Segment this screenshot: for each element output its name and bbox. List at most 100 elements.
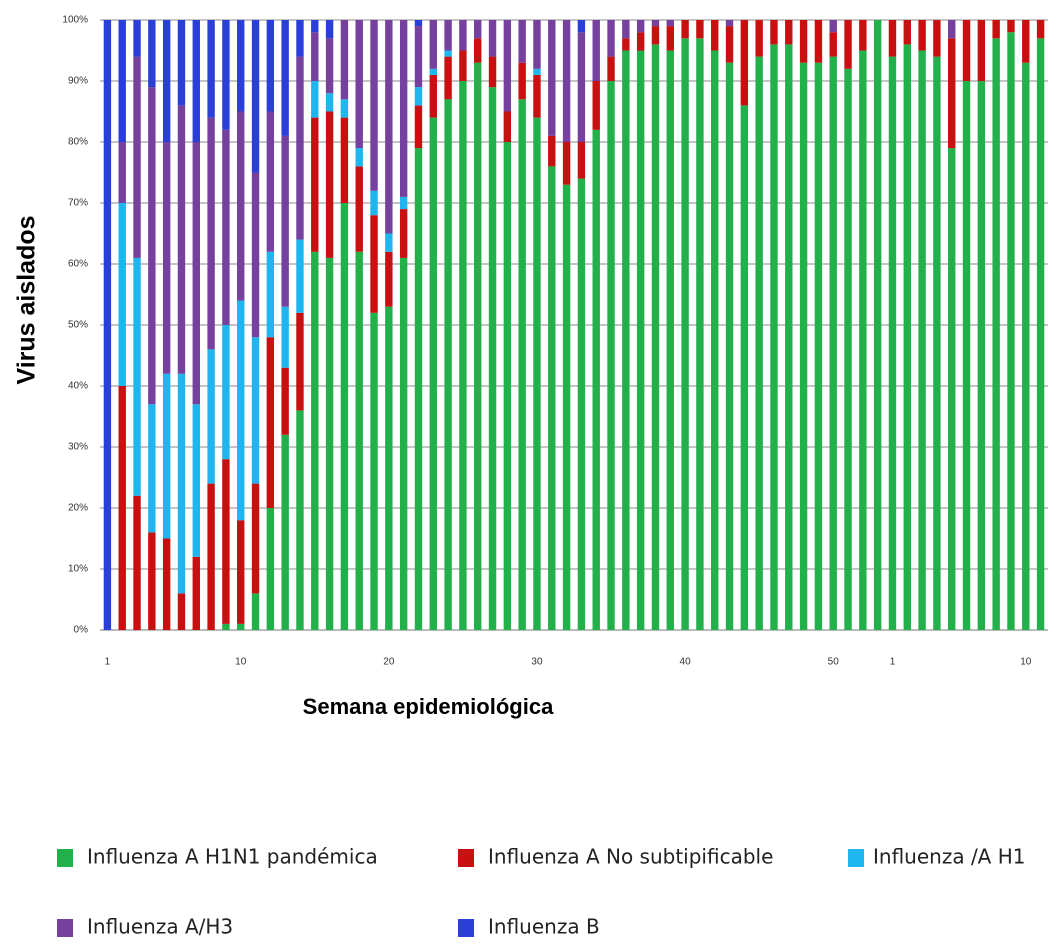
- bar-segment: [281, 306, 289, 368]
- bar-segment: [948, 38, 956, 149]
- bar-segment: [933, 56, 941, 631]
- bar-segment: [444, 50, 452, 57]
- bar-segment: [711, 20, 719, 51]
- bar-segment: [592, 81, 600, 130]
- bar-segment: [429, 117, 437, 631]
- bar-segment: [488, 56, 497, 88]
- bar-segment: [918, 50, 926, 630]
- bar-segment: [607, 56, 615, 81]
- bar-segment: [666, 26, 674, 51]
- bar-segment: [385, 233, 393, 252]
- y-tick-label: 70%: [68, 198, 88, 209]
- bar-segment: [311, 251, 319, 631]
- bar-segment: [814, 62, 823, 630]
- legend-label: Influenza A/H3: [87, 915, 233, 939]
- bar-segment: [903, 20, 911, 45]
- bar-segment: [340, 117, 349, 203]
- y-tick-label: 40%: [68, 381, 88, 392]
- bar-segment: [251, 337, 260, 484]
- bar-segment: [296, 20, 304, 57]
- bar-segment: [933, 20, 941, 57]
- legend-swatch: [458, 919, 474, 937]
- bar-segment: [459, 50, 467, 81]
- bar-segment: [148, 404, 156, 533]
- bar-segment: [296, 239, 304, 313]
- bar-segment: [355, 166, 363, 252]
- bar-segment: [829, 56, 837, 631]
- bar-segment: [488, 87, 497, 631]
- bar-segment: [237, 520, 245, 624]
- bar-segment: [414, 20, 423, 27]
- bar-segment: [207, 349, 215, 484]
- bar-segment: [192, 20, 200, 142]
- bar-segment: [281, 135, 289, 307]
- bar-segment: [548, 20, 556, 136]
- bar-segment: [696, 38, 704, 631]
- bar-segment: [859, 50, 867, 630]
- bar-segment: [533, 68, 541, 75]
- bar-segment: [340, 99, 349, 118]
- bar-segment: [562, 20, 571, 142]
- bar-segment: [666, 50, 674, 630]
- bar-segment: [548, 166, 556, 630]
- bar-segment: [133, 495, 141, 630]
- bar-segment: [1022, 20, 1030, 63]
- bar-segment: [459, 81, 467, 630]
- bar-segment: [177, 20, 186, 106]
- bar-segment: [222, 129, 230, 325]
- bar-segment: [133, 257, 141, 496]
- bar-segment: [592, 20, 600, 81]
- x-tick-label: 10: [1020, 657, 1032, 668]
- bar-segment: [251, 20, 260, 173]
- x-tick-label: 20: [383, 657, 395, 668]
- bar-segment: [237, 20, 245, 112]
- bar-segment: [325, 38, 334, 94]
- bar-segment: [636, 50, 645, 630]
- bar-segment: [192, 142, 200, 405]
- bar-segment: [370, 312, 378, 630]
- bar-segment: [785, 20, 793, 45]
- bar-segment: [622, 20, 630, 39]
- bar-segment: [1007, 20, 1015, 33]
- bar-segment: [340, 203, 349, 630]
- bar-segment: [622, 50, 630, 630]
- legend-swatch: [57, 919, 73, 937]
- bar-segment: [725, 62, 734, 630]
- bar-segment: [533, 117, 541, 631]
- bar-segment: [474, 38, 482, 63]
- bar-segment: [651, 20, 660, 27]
- y-axis-label: Virus aislados: [13, 215, 41, 384]
- bar-segment: [503, 142, 512, 630]
- bar-segment: [385, 251, 393, 307]
- legend-label: Influenza A H1N1 pandémica: [87, 845, 378, 869]
- bar-segment: [636, 20, 645, 33]
- bar-segment: [192, 404, 200, 557]
- legend-label: Influenza B: [488, 915, 600, 939]
- bar-segment: [829, 32, 837, 57]
- x-tick-label: 1: [105, 657, 111, 668]
- bar-segment: [207, 117, 215, 350]
- bar-segment: [266, 111, 275, 252]
- bar-segment: [799, 62, 808, 630]
- bar-segment: [562, 142, 571, 185]
- bar-segment: [222, 459, 230, 624]
- bar-segment: [622, 38, 630, 51]
- bar-segment: [607, 81, 615, 630]
- bar-segment: [207, 483, 215, 630]
- bar-segment: [607, 20, 615, 57]
- bar-segment: [177, 373, 186, 594]
- bar-segment: [103, 20, 112, 630]
- bar-segment: [992, 20, 1000, 39]
- bar-segment: [503, 111, 512, 142]
- bar-segment: [162, 142, 171, 374]
- bar-segment: [385, 20, 393, 234]
- bar-segment: [162, 373, 171, 539]
- y-tick-label: 100%: [62, 15, 88, 26]
- bar-segment: [814, 20, 823, 63]
- bar-segment: [311, 20, 319, 33]
- bar-segment: [977, 81, 986, 630]
- bar-segment: [518, 20, 526, 63]
- bar-segment: [518, 99, 526, 631]
- bar-segment: [370, 190, 378, 216]
